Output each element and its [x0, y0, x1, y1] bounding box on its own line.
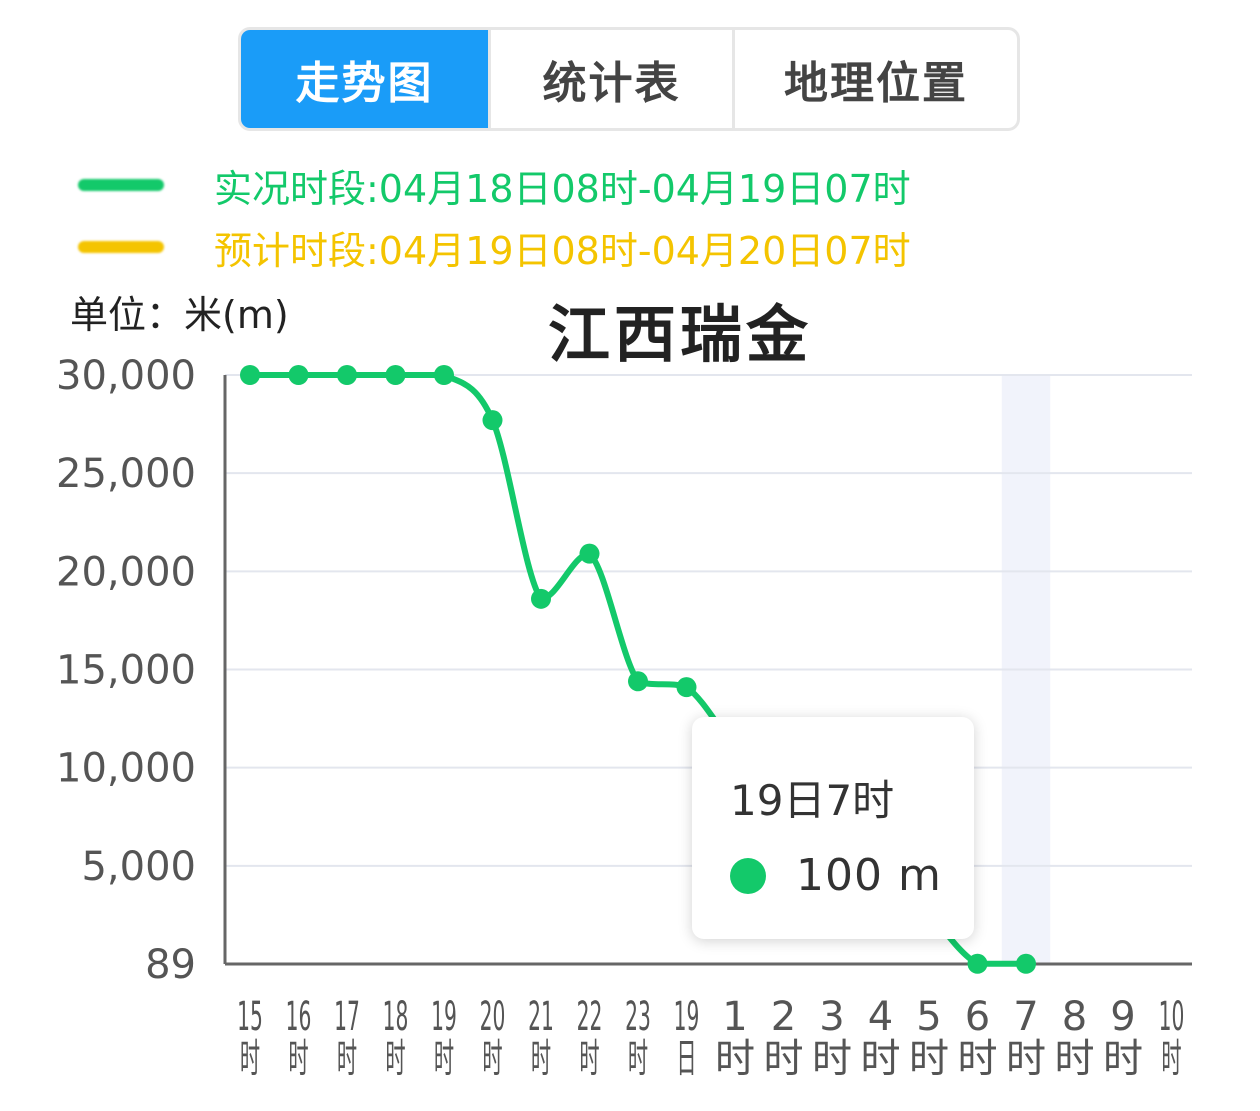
- tooltip-series-dot: [730, 857, 766, 894]
- y-tick-label: 25,000: [56, 451, 196, 497]
- legend-observed-swatch: [78, 179, 164, 191]
- tab-location[interactable]: 地理位置: [732, 30, 1017, 128]
- y-tick-label: 20,000: [56, 549, 196, 595]
- legend-observed-label: 实况时段:04月18日08时-04月19日07时: [214, 166, 911, 211]
- tooltip-row: 100 m: [730, 850, 974, 901]
- x-tick-label: 15 时: [237, 994, 263, 1082]
- x-tick-label: 21 时: [528, 994, 554, 1082]
- data-point: [1016, 953, 1036, 974]
- data-point: [240, 365, 260, 385]
- y-tick-label: 10,000: [56, 746, 196, 792]
- data-point: [482, 410, 503, 431]
- legend-forecast[interactable]: 预计时段:04月19日08时-04月20日07时: [78, 222, 911, 273]
- x-tick-label: 20 时: [480, 994, 506, 1082]
- data-point: [676, 677, 697, 698]
- y-tick-label: 30,000: [56, 353, 196, 399]
- y-tick-label: 89: [145, 942, 196, 988]
- y-tick-label: 5,000: [81, 844, 196, 890]
- tab-bar: 走势图 统计表 地理位置: [238, 27, 1020, 131]
- data-point: [337, 365, 357, 385]
- x-tick-label: 17 时: [334, 994, 360, 1082]
- tooltip-value: 100 m: [796, 850, 942, 901]
- data-point: [628, 671, 648, 692]
- chart-title: 江西瑞金: [548, 298, 813, 371]
- data-point: [531, 588, 551, 609]
- data-point: [434, 365, 454, 385]
- legend-forecast-swatch: [78, 241, 164, 253]
- tab-trend[interactable]: 走势图: [241, 30, 488, 128]
- x-tick-label: 16 时: [286, 994, 312, 1082]
- data-point: [579, 543, 600, 564]
- y-axis-unit-label: 单位：米(m): [70, 293, 289, 337]
- x-tick-label: 19 时: [431, 994, 457, 1082]
- chart-tooltip: 19日7时 100 m: [692, 717, 974, 939]
- x-tick-label: 22 时: [577, 994, 603, 1082]
- x-tick-label: 23 时: [625, 994, 651, 1082]
- y-tick-label: 15,000: [56, 648, 196, 694]
- tab-stats-table[interactable]: 统计表: [488, 30, 732, 128]
- x-tick-label: 18 时: [383, 994, 409, 1082]
- legend-forecast-label: 预计时段:04月19日08时-04月20日07时: [214, 228, 911, 273]
- data-point: [967, 953, 988, 974]
- x-tick-label: 10 时: [1159, 994, 1185, 1082]
- data-point: [288, 365, 309, 385]
- x-tick-label: 19 日: [674, 994, 700, 1082]
- legend-observed[interactable]: 实况时段:04月18日08时-04月19日07时: [78, 160, 911, 211]
- data-point: [385, 365, 406, 385]
- tooltip-title: 19日7时: [730, 776, 895, 825]
